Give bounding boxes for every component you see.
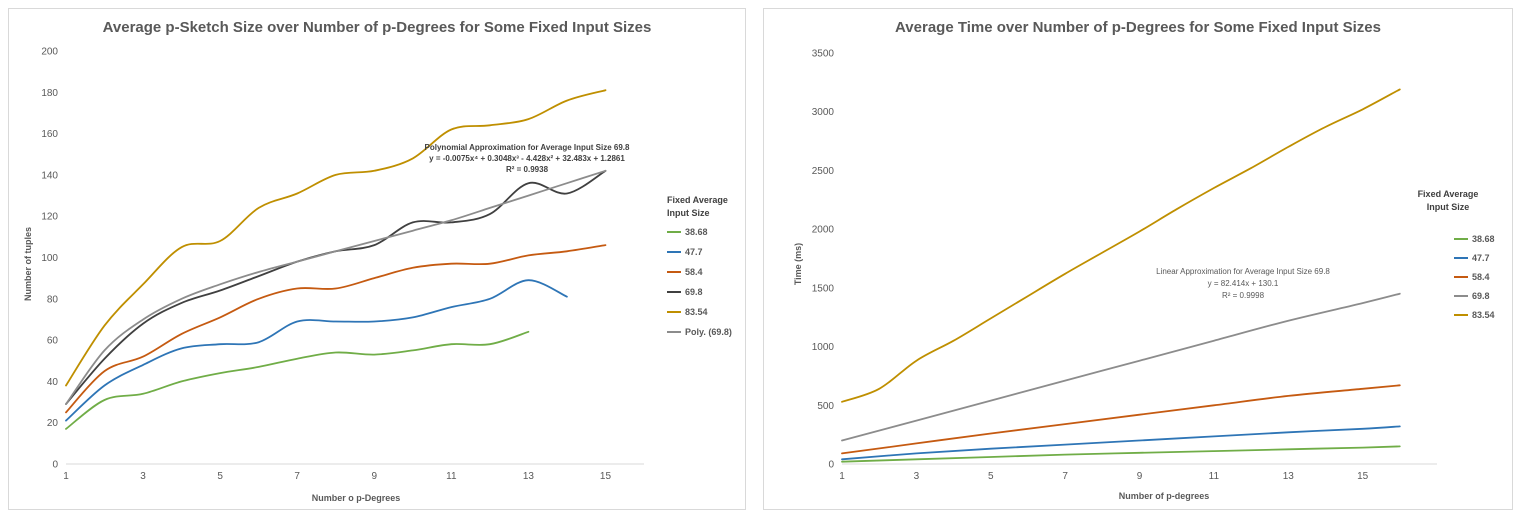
- legend-entry: 83.54: [685, 307, 708, 317]
- y-tick-labels: 0 500 1000 1500 2000 2500 3000 3500: [812, 49, 835, 471]
- legend-title-line-1: Fixed Average: [1418, 189, 1479, 199]
- legend-entry: 69.8: [685, 287, 703, 297]
- y-tick-label: 80: [47, 294, 59, 305]
- x-tick-label: 1: [839, 471, 845, 482]
- annotation-line-3: R² = 0.9938: [506, 165, 549, 174]
- chart-panel-right: Average Time over Number of p-Degrees fo…: [763, 8, 1513, 510]
- x-tick-label: 9: [1137, 471, 1143, 482]
- annotation-line-2: y = 82.414x + 130.1: [1208, 279, 1279, 288]
- annotation-line-1: Linear Approximation for Average Input S…: [1156, 267, 1330, 276]
- y-tick-label: 20: [47, 418, 59, 429]
- series-line-poly-69-8: [65, 169, 607, 405]
- legend-entry: 69.8: [1472, 291, 1490, 301]
- series-line-58-4: [841, 384, 1401, 455]
- y-tick-label: 200: [41, 47, 58, 58]
- series-line-38-68: [841, 445, 1401, 463]
- legend-title-line-2: Input Size: [1427, 202, 1470, 212]
- y-tick-label: 3000: [812, 107, 835, 118]
- y-tick-labels: 0 20 40 60 80 100 120 140 160 180 200: [41, 47, 58, 471]
- x-tick-label: 5: [988, 471, 994, 482]
- series-line-47-7: [841, 425, 1401, 461]
- chart-title: Average Time over Number of p-Degrees fo…: [895, 19, 1381, 36]
- annotation-line-2: y = -0.0075x⁴ + 0.3048x³ - 4.428x² + 32.…: [429, 154, 625, 163]
- y-tick-label: 140: [41, 170, 58, 181]
- y-tick-label: 2500: [812, 166, 835, 177]
- series-line-69-8: [841, 292, 1401, 442]
- legend-title-line-1: Fixed Average: [667, 195, 728, 205]
- legend-entry: 47.7: [1472, 253, 1490, 263]
- y-tick-label: 40: [47, 377, 59, 388]
- x-tick-label: 7: [1062, 471, 1068, 482]
- legend: Fixed Average Input Size 38.68 47.7 58.4 69…: [667, 195, 732, 337]
- series-line-47-7: [65, 279, 568, 422]
- x-tick-label: 13: [1283, 471, 1295, 482]
- x-axis-label: Number of p-degrees: [1119, 491, 1210, 501]
- legend: Fixed Average Input Size 38.68 47.7 58.4 69…: [1418, 189, 1495, 320]
- legend-entry: 47.7: [685, 247, 703, 257]
- legend-entry: Poly. (69.8): [685, 327, 732, 337]
- series-line-38-68: [65, 330, 530, 430]
- annotation-line-1: Polynomial Approximation for Average Inp…: [425, 143, 630, 152]
- x-tick-label: 11: [1209, 471, 1220, 482]
- y-tick-label: 0: [52, 460, 58, 471]
- legend-entry: 83.54: [1472, 310, 1495, 320]
- annotation-line-3: R² = 0.9998: [1222, 291, 1265, 300]
- chart-title: Average p-Sketch Size over Number of p-D…: [102, 19, 652, 36]
- y-tick-label: 180: [41, 88, 58, 99]
- series-line-83-54: [65, 89, 607, 387]
- x-tick-label: 13: [523, 471, 535, 482]
- legend-entry: 38.68: [685, 227, 708, 237]
- x-tick-label: 3: [914, 471, 920, 482]
- legend-entry: 58.4: [1472, 272, 1490, 282]
- y-tick-label: 1500: [812, 283, 835, 294]
- series-line-69-8: [65, 169, 607, 405]
- x-tick-label: 3: [140, 471, 146, 482]
- x-tick-labels: 1 3 5 7 9 11 13 15: [839, 471, 1368, 482]
- y-tick-label: 100: [41, 253, 58, 264]
- y-tick-label: 120: [41, 212, 58, 223]
- x-tick-label: 9: [371, 471, 377, 482]
- y-tick-label: 160: [41, 129, 58, 140]
- trendline-annotation: Linear Approximation for Average Input S…: [1156, 267, 1330, 300]
- chart-panel-left: Average p-Sketch Size over Number of p-D…: [8, 8, 746, 510]
- y-tick-label: 2000: [812, 225, 835, 236]
- x-tick-label: 5: [217, 471, 223, 482]
- y-tick-label: 60: [47, 336, 59, 347]
- x-tick-label: 15: [1357, 471, 1369, 482]
- legend-title-line-2: Input Size: [667, 208, 710, 218]
- series-group: [65, 89, 607, 430]
- series-line-58-4: [65, 244, 607, 414]
- x-tick-labels: 1 3 5 7 9 11 13 15: [63, 471, 611, 482]
- x-tick-label: 11: [446, 471, 457, 482]
- x-tick-label: 1: [63, 471, 69, 482]
- y-tick-label: 500: [817, 401, 834, 412]
- x-tick-label: 15: [600, 471, 612, 482]
- legend-entry: 58.4: [685, 267, 703, 277]
- legend-entry: 38.68: [1472, 234, 1495, 244]
- series-group: [841, 88, 1401, 463]
- series-line-83-54: [841, 88, 1401, 403]
- y-axis-label: Time (ms): [793, 243, 803, 285]
- trendline-annotation: Polynomial Approximation for Average Inp…: [425, 143, 630, 174]
- y-tick-label: 0: [828, 460, 834, 471]
- y-tick-label: 1000: [812, 342, 835, 353]
- y-tick-label: 3500: [812, 49, 835, 60]
- y-axis-label: Number of tuples: [23, 227, 33, 301]
- x-tick-label: 7: [294, 471, 300, 482]
- x-axis-label: Number o p-Degrees: [312, 493, 401, 503]
